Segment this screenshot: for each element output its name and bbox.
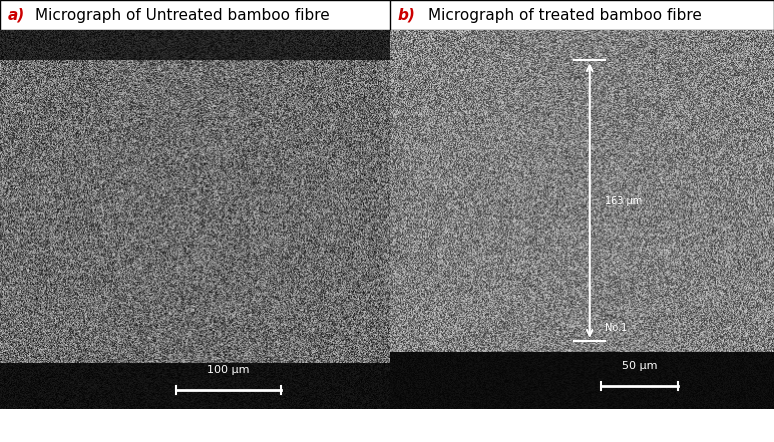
Text: a): a) (8, 8, 25, 23)
Text: High-vac.    SEI   PC-std.     15 kV                         x 270: High-vac. SEI PC-std. 15 kV x 270 (19, 420, 301, 431)
Text: 163 μm: 163 μm (605, 195, 642, 206)
Text: High-vac.    SEI   PC-std.     15 kV                         x 440: High-vac. SEI PC-std. 15 kV x 440 (409, 420, 690, 431)
Text: No.1: No.1 (605, 323, 628, 333)
Text: Micrograph of Untreated bamboo fibre: Micrograph of Untreated bamboo fibre (35, 8, 330, 23)
Text: 50 μm: 50 μm (622, 361, 657, 371)
Text: Micrograph of treated bamboo fibre: Micrograph of treated bamboo fibre (429, 8, 702, 23)
Text: 100 μm: 100 μm (207, 365, 249, 375)
Text: b): b) (398, 8, 416, 23)
